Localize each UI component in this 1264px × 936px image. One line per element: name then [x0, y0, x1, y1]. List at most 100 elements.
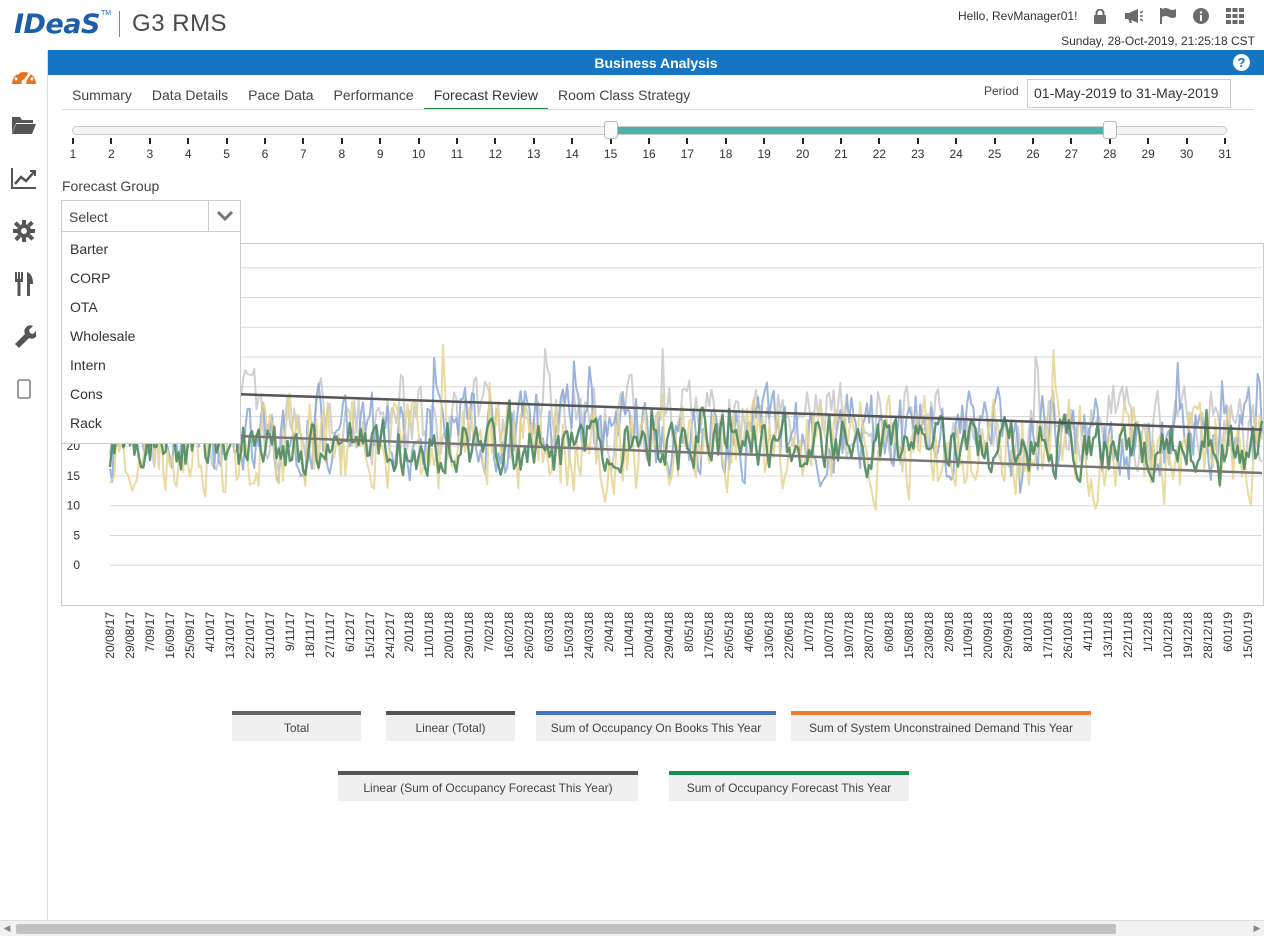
wrench-icon[interactable]	[11, 323, 37, 349]
x-tick-label: 29/04/18	[662, 612, 677, 659]
forecast-group-option[interactable]: Barter	[70, 241, 109, 257]
forecast-group-select[interactable]: Select	[61, 200, 241, 232]
x-tick-label: 13/06/18	[761, 612, 776, 659]
slider-tick-label: 25	[987, 147, 1002, 161]
mobile-icon[interactable]	[11, 376, 37, 402]
slider-tick	[187, 138, 190, 144]
series-line-linear-sum-of-occupancy-forecast-this-year	[109, 430, 1263, 475]
dashboard-gauge-icon[interactable]	[11, 62, 37, 88]
tab-summary[interactable]: Summary	[72, 87, 132, 103]
legend-label: Linear (Total)	[415, 721, 486, 735]
slider-tick-label: 8	[338, 147, 346, 161]
scrollbar-thumb[interactable]	[16, 924, 1116, 934]
x-tick-label: 23/08/18	[921, 612, 936, 659]
top-header: IDeaS TM G3 RMS Hello, RevManager01! Sun…	[0, 0, 1264, 50]
x-tick-label: 4/11/18	[1081, 612, 1096, 652]
x-tick-label: 4/06/18	[741, 612, 756, 653]
chevron-down-icon[interactable]	[208, 201, 240, 231]
lock-icon[interactable]	[1091, 8, 1109, 24]
x-tick-label: 28/07/18	[861, 612, 876, 659]
forecast-group-dropdown-list: Barter CORP OTA Wholesale Intern Cons Rack	[61, 232, 241, 444]
series-line-linear-total	[109, 388, 1263, 431]
legend-color-swatch	[791, 711, 1091, 715]
forecast-group-option[interactable]: Intern	[70, 357, 106, 373]
tab-forecast-review[interactable]: Forecast Review	[423, 85, 548, 110]
forecast-group-option[interactable]: CORP	[70, 270, 111, 286]
x-tick-label: 10/12/18	[1161, 612, 1176, 659]
tab-room-class-strategy[interactable]: Room Class Strategy	[557, 87, 691, 103]
slider-tick-label: 24	[949, 147, 963, 161]
slider-tick	[1032, 138, 1034, 144]
slider-tick	[609, 138, 612, 144]
horizontal-scrollbar[interactable]: ◀ ▶	[0, 920, 1264, 936]
folder-icon[interactable]	[11, 112, 37, 138]
legend-label: Total	[283, 721, 310, 735]
x-tick-label: 25/09/17	[182, 612, 197, 659]
forecast-group-option[interactable]: Rack	[70, 415, 102, 431]
forecast-group-option[interactable]: OTA	[70, 299, 98, 315]
tab-data-details[interactable]: Data Details	[151, 87, 229, 103]
legend-item[interactable]: Linear (Sum of Occupancy Forecast This Y…	[338, 771, 638, 801]
x-tick-label: 19/07/18	[841, 612, 856, 659]
megaphone-icon[interactable]	[1124, 8, 1144, 24]
x-tick-label: 11/01/18	[422, 612, 437, 658]
y-tick-label: 5	[73, 528, 80, 542]
x-tick-label: 20/01/18	[442, 612, 457, 659]
x-tick-label: 19/12/18	[1181, 612, 1196, 659]
slider-tick-label: 3	[146, 147, 154, 161]
apps-grid-icon[interactable]	[1226, 8, 1244, 24]
tab-performance[interactable]: Performance	[333, 87, 414, 103]
slider-tick-label: 20	[795, 147, 810, 161]
slider-tick-label: 30	[1179, 147, 1194, 161]
x-tick-label: 6/12/17	[342, 612, 357, 653]
slider-tick-label: 12	[488, 147, 503, 161]
x-tick-label: 20/08/17	[103, 612, 117, 659]
brand-logo[interactable]: IDeaS TM G3 RMS	[14, 8, 227, 40]
forecast-group-option[interactable]: Cons	[70, 386, 103, 402]
slider-tick-label: 27	[1064, 147, 1079, 161]
legend-item[interactable]: Linear (Total)	[386, 711, 515, 741]
product-name: G3 RMS	[132, 10, 228, 37]
slider-tick-label: 7	[300, 147, 307, 161]
legend-item[interactable]: Sum of Occupancy Forecast This Year	[669, 771, 909, 801]
forecast-group-option[interactable]: Wholesale	[70, 328, 136, 344]
slider-end-handle[interactable]	[1102, 121, 1117, 139]
x-tick-label: 28/12/18	[1201, 612, 1216, 659]
tab-pace-data[interactable]: Pace Data	[248, 87, 314, 103]
chart-line-icon[interactable]	[11, 165, 37, 191]
x-tick-label: 11/09/18	[961, 612, 976, 658]
user-greeting[interactable]: Hello, RevManager01!	[958, 9, 1078, 23]
x-tick-label: 20/09/18	[981, 612, 996, 659]
slider-tick	[724, 138, 727, 144]
day-range-slider[interactable]: 1 2 3 4 5 6 7 8 9 10 11 12 13 14 15 16 17 18 19 20 21 22 23 24 2…	[62, 118, 1242, 168]
x-tick-label: 1/12/18	[1141, 612, 1156, 653]
legend-item[interactable]: Total	[232, 711, 361, 741]
x-tick-label: 7/02/18	[482, 612, 497, 653]
slider-tick	[1108, 138, 1111, 144]
slider-tick	[763, 138, 766, 144]
gear-icon[interactable]	[11, 218, 37, 244]
flag-icon[interactable]	[1159, 8, 1177, 24]
slider-tick	[993, 138, 996, 144]
legend-item[interactable]: Sum of System Unconstrained Demand This …	[791, 711, 1091, 741]
info-icon[interactable]	[1192, 8, 1210, 24]
forecast-group-selected-value: Select	[69, 209, 108, 225]
slider-start-handle[interactable]	[603, 121, 618, 139]
slider-tick	[225, 138, 228, 144]
help-icon[interactable]: ?	[1233, 54, 1250, 71]
period-range-field[interactable]: 01-May-2019 to 31-May-2019	[1027, 79, 1231, 108]
x-tick-label: 8/10/18	[1021, 612, 1036, 653]
slider-tick	[72, 138, 74, 144]
scroll-right-icon[interactable]: ▶	[1253, 923, 1261, 933]
x-tick-label: 13/10/17	[222, 612, 237, 659]
period-label: Period	[984, 84, 1019, 98]
legend-item[interactable]: Sum of Occupancy On Books This Year	[536, 711, 776, 741]
slider-tick-label: 10	[411, 147, 426, 161]
series-line-sum-of-occupancy-forecast-this-year	[108, 399, 1264, 487]
tab-divider	[62, 109, 1254, 110]
fork-knife-icon[interactable]	[11, 271, 37, 297]
scroll-left-icon[interactable]: ◀	[3, 923, 11, 933]
slider-tick-label: 5	[223, 147, 230, 161]
legend-color-swatch	[669, 771, 909, 775]
slider-tick	[916, 138, 919, 144]
